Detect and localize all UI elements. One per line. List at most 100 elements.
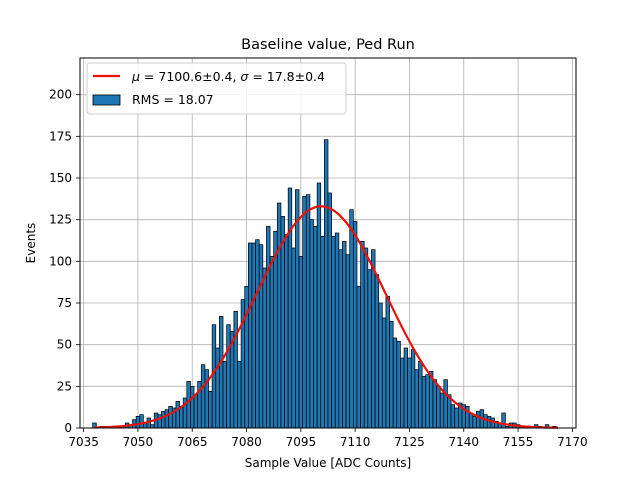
histogram-bar <box>450 404 456 429</box>
y-tick-label: 0 <box>64 421 72 435</box>
x-tick-label: 7050 <box>123 435 154 449</box>
histogram-bar <box>200 364 206 429</box>
x-tick-label: 7155 <box>503 435 534 449</box>
histogram-bar <box>439 392 445 429</box>
histogram-bar <box>309 219 314 429</box>
y-axis-ticks: 0 25 50 75 100 125 150 175 200 <box>49 88 80 435</box>
histogram-bar <box>168 405 173 429</box>
x-axis-ticks: 7035 7050 7065 7080 7095 7110 7125 7140 7155 7170 <box>68 428 588 449</box>
y-tick-label: 200 <box>49 88 72 102</box>
x-tick-label: 7140 <box>448 435 479 449</box>
chart-title: Baseline value, Ped Run <box>241 37 415 53</box>
histogram-bar <box>244 285 249 429</box>
histogram-bar <box>400 357 405 429</box>
histogram-bar <box>161 410 166 429</box>
y-tick-label: 125 <box>49 213 72 227</box>
histogram-bar <box>345 254 351 429</box>
histogram-bar <box>157 414 162 429</box>
histogram-bar <box>269 255 275 429</box>
histogram-bar <box>363 247 369 429</box>
histogram-bar <box>135 415 141 429</box>
histogram-bar <box>266 225 271 429</box>
histogram-bar <box>139 414 144 429</box>
x-axis-label: Sample Value [ADC Counts] <box>245 456 411 470</box>
histogram-bar <box>410 349 416 429</box>
histogram-bar <box>443 379 448 429</box>
histogram-bar <box>454 407 459 429</box>
legend: μ = 7100.6±0.4, σ = 17.8±0.4 RMS = 18.07 <box>86 62 347 115</box>
histogram-bar <box>327 192 332 429</box>
y-tick-label: 175 <box>49 129 72 143</box>
histogram-bar <box>287 187 293 429</box>
x-tick-label: 7170 <box>557 435 588 449</box>
histogram-bar <box>436 385 441 429</box>
histogram-bar <box>305 194 311 429</box>
y-tick-label: 25 <box>57 379 72 393</box>
histogram-bar <box>215 347 220 429</box>
y-tick-label: 75 <box>57 296 72 310</box>
histogram-bars <box>92 139 557 429</box>
histogram-bar <box>356 285 361 429</box>
histogram-bar <box>164 409 170 429</box>
legend-fit-label: μ = 7100.6±0.4, σ = 17.8±0.4 <box>131 69 325 84</box>
y-tick-label: 50 <box>57 338 72 352</box>
histogram-bar <box>378 302 383 429</box>
histogram-bar <box>338 249 343 429</box>
histogram-bar <box>316 182 322 429</box>
histogram-bar <box>237 360 242 429</box>
histogram-bar <box>501 412 506 429</box>
histogram-bar <box>349 209 354 429</box>
histogram-bar <box>273 230 278 429</box>
histogram-bar <box>193 394 199 429</box>
histogram-bar <box>381 317 387 429</box>
y-tick-label: 150 <box>49 171 72 185</box>
histogram-bar <box>222 360 227 429</box>
histogram-bar <box>190 385 195 429</box>
histogram-bar <box>211 324 217 429</box>
histogram-bar <box>407 357 412 429</box>
histogram-bar <box>295 189 300 429</box>
x-tick-label: 7110 <box>340 435 371 449</box>
histogram-bar <box>396 340 401 429</box>
histogram-bar <box>403 347 408 429</box>
histogram-bar <box>367 269 372 429</box>
histogram-bar <box>302 195 307 429</box>
x-tick-label: 7065 <box>177 435 208 449</box>
histogram-bar <box>468 412 474 429</box>
histogram-bar <box>276 202 282 429</box>
x-tick-label: 7035 <box>68 435 99 449</box>
histogram-bar <box>175 400 180 429</box>
histogram-bar <box>255 239 260 429</box>
histogram-bar <box>421 375 427 429</box>
histogram-bar <box>374 274 380 429</box>
legend-histogram-swatch <box>92 94 121 106</box>
x-tick-label: 7080 <box>231 435 262 449</box>
x-tick-label: 7125 <box>394 435 425 449</box>
histogram-bar <box>425 374 430 429</box>
histogram-bar <box>313 225 318 429</box>
histogram-bar <box>320 235 325 429</box>
histogram-bar <box>472 415 477 429</box>
histogram-bar <box>342 240 347 429</box>
histogram-bar <box>226 324 231 429</box>
histogram-bar <box>204 369 209 429</box>
histogram-bar <box>483 414 488 429</box>
histogram-bar <box>476 410 481 429</box>
gaussian-fit-curve <box>94 205 558 429</box>
histogram-bar <box>208 390 213 429</box>
histogram-bar <box>233 310 238 429</box>
histogram-bar <box>298 255 304 429</box>
histogram-bar <box>360 240 365 429</box>
legend-box <box>86 62 347 115</box>
histogram-bar <box>389 320 394 429</box>
histogram-bar <box>418 360 423 429</box>
histogram-bar <box>291 247 296 429</box>
y-axis-label: Events <box>24 223 38 264</box>
y-tick-label: 100 <box>49 254 72 268</box>
histogram-bar <box>371 249 376 429</box>
histogram-bar <box>334 232 340 429</box>
plot-frame <box>79 57 577 429</box>
histogram-bar <box>414 369 419 429</box>
histogram-bar <box>219 315 224 429</box>
